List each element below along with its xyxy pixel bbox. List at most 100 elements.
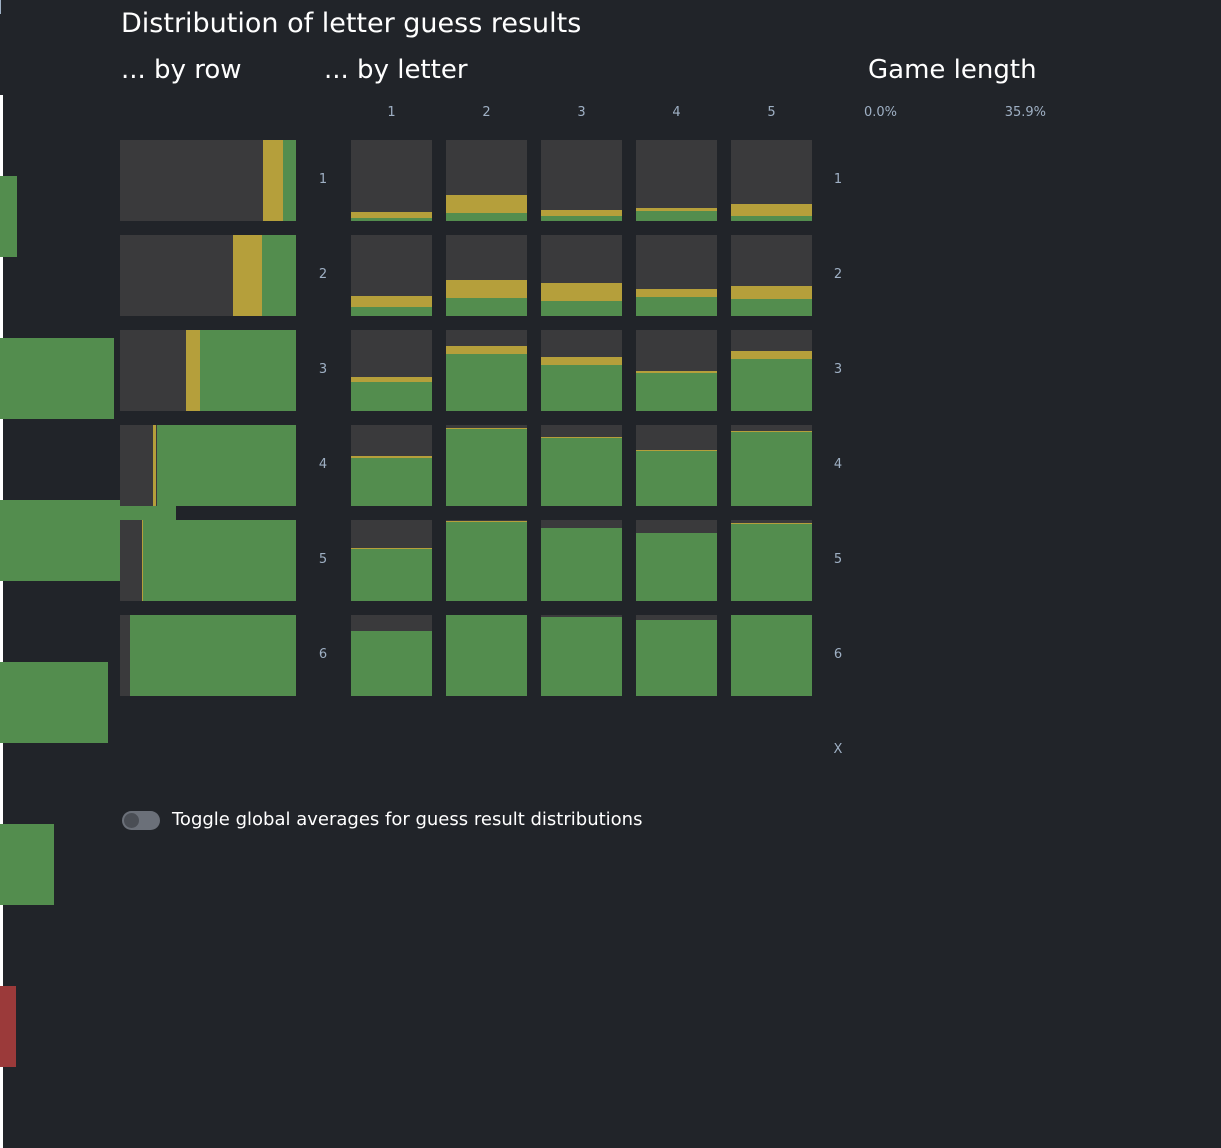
row-label: 1 (313, 172, 333, 187)
letter-distribution-cell (636, 330, 717, 411)
page-title: Distribution of letter guess results (121, 8, 581, 39)
global-average-marker (0, 419, 3, 500)
game-length-label: 3 (828, 362, 848, 377)
letter-distribution-cell (351, 330, 432, 411)
letter-distribution-cell (446, 425, 527, 506)
letter-distribution-cell (541, 615, 622, 696)
row-label: 6 (313, 647, 333, 662)
axis-tick-label: 35.9% (996, 105, 1046, 120)
global-average-marker (0, 1067, 3, 1148)
letter-column-label: 4 (636, 105, 717, 120)
letter-distribution-cell (446, 330, 527, 411)
letter-column-label: 3 (541, 105, 622, 120)
letter-distribution-cell (351, 235, 432, 316)
green-segment (541, 365, 622, 411)
green-segment (446, 298, 527, 316)
letter-column-label: 2 (446, 105, 527, 120)
green-segment (636, 620, 717, 696)
green-segment (446, 354, 527, 411)
global-averages-toggle[interactable] (122, 811, 160, 830)
yellow-segment (541, 437, 622, 438)
game-length-bar (0, 662, 108, 743)
green-segment (446, 615, 527, 696)
axis-tick (0, 0, 1, 7)
green-segment (351, 631, 432, 696)
green-segment (731, 359, 812, 411)
letter-distribution-cell (636, 520, 717, 601)
game-length-label: 2 (828, 267, 848, 282)
green-segment (636, 373, 717, 411)
green-segment (446, 213, 527, 221)
green-segment (157, 425, 296, 506)
green-segment (731, 432, 812, 506)
global-average-marker (0, 905, 3, 986)
letter-distribution-cell (541, 425, 622, 506)
yellow-segment (233, 235, 262, 316)
global-average-marker (0, 95, 3, 176)
row-distribution-bar (120, 235, 296, 316)
row-distribution-bar (120, 615, 296, 696)
green-segment (541, 216, 622, 221)
letter-distribution-cell (446, 140, 527, 221)
letter-column-label: 5 (731, 105, 812, 120)
green-segment (636, 297, 717, 316)
green-segment (262, 235, 296, 316)
row-distribution-bar (120, 140, 296, 221)
green-segment (541, 438, 622, 506)
green-segment (541, 528, 622, 601)
row-label: 5 (313, 552, 333, 567)
game-length-label: 4 (828, 457, 848, 472)
green-segment (731, 523, 812, 601)
global-average-marker (0, 257, 3, 338)
green-segment (731, 299, 812, 316)
yellow-segment (351, 296, 432, 307)
letter-distribution-cell (541, 520, 622, 601)
letter-distribution-cell (351, 520, 432, 601)
axis-tick-label: 0.0% (864, 105, 897, 120)
game-length-bar (0, 986, 16, 1067)
yellow-segment (541, 357, 622, 365)
toggle-label[interactable]: Toggle global averages for guess result … (172, 809, 642, 830)
yellow-segment (636, 208, 717, 211)
letter-distribution-cell (731, 425, 812, 506)
game-length-label: X (828, 742, 848, 757)
green-segment (636, 450, 717, 506)
yellow-segment (731, 431, 812, 433)
green-segment (636, 533, 717, 601)
by-row-title: ... by row (121, 55, 242, 85)
green-segment (351, 218, 432, 221)
green-segment (283, 140, 296, 221)
row-label: 4 (313, 457, 333, 472)
letter-distribution-cell (351, 615, 432, 696)
green-segment (351, 458, 432, 506)
yellow-segment (731, 351, 812, 359)
yellow-segment (446, 346, 527, 354)
green-segment (200, 330, 296, 411)
letter-distribution-cell (541, 140, 622, 221)
yellow-segment (541, 210, 622, 216)
yellow-segment (153, 425, 156, 506)
yellow-segment (263, 140, 283, 221)
letter-distribution-cell (636, 425, 717, 506)
yellow-segment (351, 212, 432, 218)
letter-distribution-cell (446, 520, 527, 601)
row-distribution-bar (120, 330, 296, 411)
yellow-segment (351, 377, 432, 382)
yellow-segment (186, 330, 200, 411)
green-segment (731, 615, 812, 696)
green-segment (446, 522, 527, 601)
yellow-segment (351, 548, 432, 549)
toggle-knob (124, 813, 139, 828)
yellow-segment (731, 204, 812, 216)
green-segment (351, 548, 432, 601)
green-segment (731, 216, 812, 221)
green-segment (143, 520, 296, 601)
global-average-marker (0, 743, 3, 824)
axis-tick (0, 7, 1, 14)
letter-distribution-cell (636, 140, 717, 221)
yellow-segment (636, 371, 717, 373)
game-length-label: 6 (828, 647, 848, 662)
green-segment (541, 301, 622, 316)
row-distribution-bar (120, 520, 296, 601)
